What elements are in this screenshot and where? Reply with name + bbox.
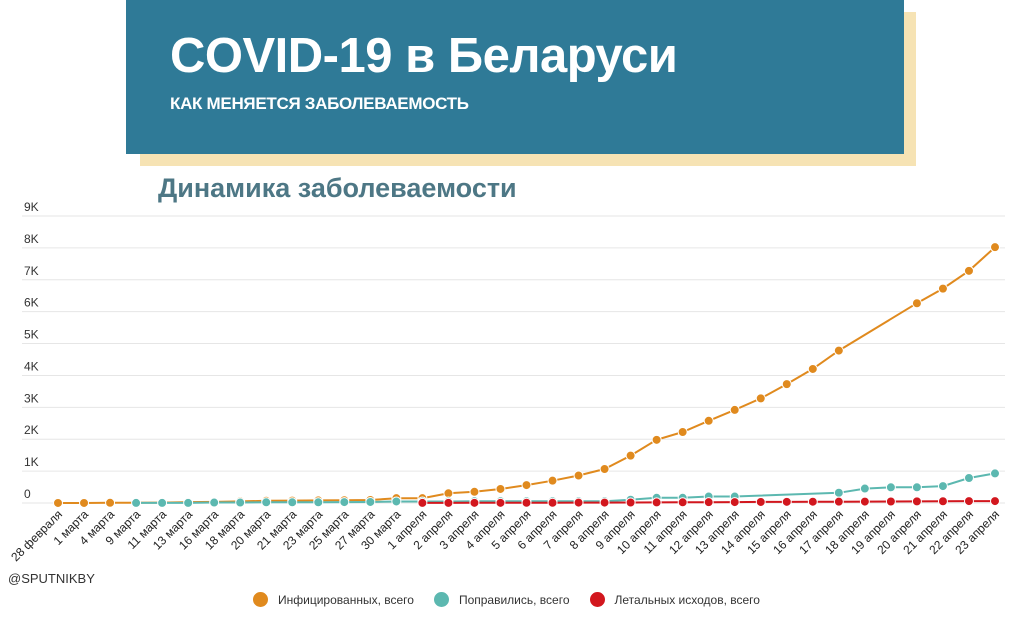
data-point	[157, 497, 168, 508]
data-point	[625, 450, 636, 461]
legend-label: Инфицированных, всего	[278, 592, 414, 607]
data-point	[391, 496, 402, 507]
data-point	[885, 482, 896, 493]
credit-text: @SPUTNIKBY	[8, 571, 95, 586]
data-point	[495, 483, 506, 494]
data-point	[833, 487, 844, 498]
data-point	[599, 497, 610, 508]
data-point	[79, 497, 90, 508]
banner-subtitle: КАК МЕНЯЕТСЯ ЗАБОЛЕВАЕМОСТЬ	[170, 94, 469, 113]
data-point	[365, 496, 376, 507]
y-tick-label: 8K	[24, 232, 39, 246]
data-point	[131, 497, 142, 508]
data-point	[521, 497, 532, 508]
data-point	[209, 497, 220, 508]
y-tick-label: 0	[24, 487, 31, 501]
data-point	[651, 434, 662, 445]
legend-item: Летальных исходов, всего	[589, 592, 760, 607]
legend-label: Летальных исходов, всего	[614, 592, 760, 607]
data-point	[547, 475, 558, 486]
data-point	[677, 427, 688, 438]
data-point	[833, 345, 844, 356]
data-point	[625, 497, 636, 508]
data-point	[53, 497, 63, 508]
data-point	[573, 497, 584, 508]
data-point	[313, 497, 324, 508]
legend-swatch	[433, 592, 449, 607]
data-point	[729, 404, 740, 415]
data-point	[729, 497, 740, 508]
data-point	[963, 265, 974, 276]
data-point	[990, 496, 1000, 507]
data-point	[261, 497, 272, 508]
data-point	[807, 496, 818, 507]
data-point	[755, 496, 766, 507]
data-point	[495, 497, 506, 508]
y-tick-label: 9K	[24, 200, 39, 214]
data-point	[521, 480, 532, 491]
y-tick-label: 7K	[24, 264, 39, 278]
data-point	[469, 497, 480, 508]
chart-legend: Инфицированных, всего Поправились, всего Л…	[0, 592, 1013, 607]
y-tick-label: 3K	[24, 391, 39, 405]
y-tick-label: 4K	[24, 359, 39, 373]
y-tick-label: 5K	[24, 328, 39, 342]
data-point	[547, 497, 558, 508]
data-point	[911, 482, 922, 493]
data-point	[677, 497, 688, 508]
data-point	[937, 481, 948, 492]
chart-title: Динамика заболеваемости	[158, 173, 517, 203]
data-point	[651, 497, 662, 508]
header-banner: COVID-19 в Беларуси КАК МЕНЯЕТСЯ ЗАБОЛЕВ…	[126, 0, 904, 154]
y-tick-label: 6K	[24, 296, 39, 310]
data-point	[963, 472, 974, 483]
data-point	[105, 497, 116, 508]
chart-grid	[22, 215, 1005, 504]
data-point	[885, 496, 896, 507]
data-point	[599, 464, 610, 475]
legend-swatch	[589, 592, 605, 607]
data-point	[703, 415, 714, 426]
legend-swatch	[253, 592, 269, 607]
data-point	[859, 483, 870, 494]
legend-item: Инфицированных, всего	[253, 592, 414, 607]
data-point	[339, 497, 350, 508]
legend-item: Поправились, всего	[433, 592, 570, 607]
data-point	[781, 379, 792, 390]
y-tick-label: 2K	[24, 423, 39, 437]
data-point	[859, 496, 870, 507]
data-point	[235, 497, 246, 508]
data-point	[469, 486, 480, 497]
data-point	[990, 242, 1000, 253]
data-point	[833, 496, 844, 507]
data-point	[963, 496, 974, 507]
data-point	[807, 363, 818, 374]
data-point	[443, 497, 454, 508]
y-axis: 0 1K 2K 3K 4K 5K 6K 7K 8K 9K	[24, 200, 39, 501]
data-point	[755, 393, 766, 404]
data-point	[703, 497, 714, 508]
data-point	[911, 298, 922, 309]
banner-title: COVID-19 в Беларуси	[170, 29, 678, 83]
legend-label: Поправились, всего	[458, 592, 570, 607]
data-point	[781, 496, 792, 507]
data-point	[287, 497, 298, 508]
chart-series	[53, 242, 1000, 508]
data-point	[443, 488, 454, 499]
data-point	[183, 497, 194, 508]
data-point	[417, 497, 428, 508]
data-point	[937, 496, 948, 507]
data-point	[937, 283, 948, 294]
y-tick-label: 1K	[24, 455, 39, 469]
data-point	[911, 496, 922, 507]
series-3	[417, 496, 1000, 508]
data-point	[990, 468, 1000, 479]
data-point	[573, 470, 584, 481]
